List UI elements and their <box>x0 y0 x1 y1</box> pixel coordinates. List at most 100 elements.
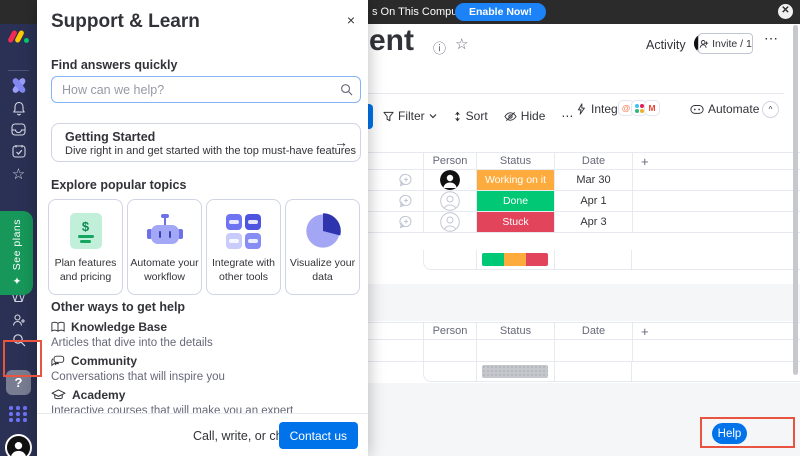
new-item-button-edge[interactable] <box>368 103 373 129</box>
add-item-row[interactable] <box>368 340 800 362</box>
vertical-scrollbar[interactable] <box>793 25 798 375</box>
automate-label: Automate <box>708 102 760 116</box>
support-learn-panel: Support & Learn × Find answers quickly G… <box>37 0 368 456</box>
getting-started-card[interactable]: Getting Started Dive right in and get st… <box>51 123 361 162</box>
inbox-icon[interactable] <box>0 123 37 136</box>
pricing-dollar-icon: $ <box>49 208 122 254</box>
invite-members-icon[interactable] <box>0 313 37 327</box>
my-work-calendar-icon[interactable] <box>0 144 37 158</box>
activity-label[interactable]: Activity <box>646 38 686 52</box>
favorite-star-icon[interactable]: ☆ <box>455 36 469 53</box>
status-summary-cell[interactable] <box>477 362 555 381</box>
automate-button[interactable]: Automate <box>690 102 759 116</box>
empty-cell[interactable] <box>633 170 800 190</box>
sort-label: Sort <box>465 109 488 123</box>
column-person[interactable]: Person <box>423 323 477 339</box>
user-avatar[interactable] <box>5 434 32 456</box>
add-update-icon[interactable] <box>388 170 423 190</box>
header-divider <box>368 93 784 94</box>
integrations-row: Integrate @ M Automate ^ <box>37 62 800 118</box>
status-cell[interactable]: Working on it <box>477 170 555 190</box>
column-date[interactable]: Date <box>555 153 633 169</box>
add-update-icon[interactable] <box>388 212 423 232</box>
panel-footer: Call, write, or chat Contact us <box>37 413 368 456</box>
sort-button[interactable]: Sort <box>453 109 488 123</box>
status-distribution-bar <box>482 253 549 266</box>
board-more-icon[interactable]: ⋯ <box>764 30 779 46</box>
favorites-star-icon[interactable]: ☆ <box>11 166 26 183</box>
date-cell[interactable]: Apr 3 <box>555 212 633 232</box>
chevron-down-icon <box>429 114 437 119</box>
other-ways-heading: Other ways to get help <box>51 300 186 314</box>
search-icon <box>340 83 353 96</box>
help-search-input[interactable] <box>51 76 361 103</box>
column-date[interactable]: Date <box>555 323 633 339</box>
add-item-row[interactable] <box>368 233 800 250</box>
search-icon[interactable] <box>0 333 37 347</box>
monday-logo[interactable] <box>0 29 37 44</box>
person-cell[interactable] <box>423 170 477 190</box>
invite-button[interactable]: Invite / 1 <box>698 33 753 54</box>
status-cell[interactable]: Done <box>477 191 555 211</box>
date-cell[interactable]: Mar 30 <box>555 170 633 190</box>
see-plans-tag[interactable]: ✦ See plans <box>0 211 33 295</box>
book-icon <box>51 321 65 332</box>
empty-cell[interactable] <box>633 212 800 232</box>
close-icon[interactable]: × <box>346 12 355 28</box>
search-section-label: Find answers quickly <box>51 58 178 72</box>
enable-now-button[interactable]: Enable Now! <box>455 3 547 21</box>
banner-text: s On This Computer <box>372 6 471 18</box>
eye-off-icon <box>504 111 517 121</box>
board-group-1: Person Status Date + Working on it Mar 3… <box>368 152 800 270</box>
community-link[interactable]: Community Conversations that will inspir… <box>51 354 225 383</box>
table-row[interactable]: Done Apr 1 <box>368 191 800 212</box>
apps-grid-icon[interactable] <box>9 406 28 422</box>
toolbar-more-icon[interactable]: ⋯ <box>561 109 574 123</box>
getting-started-description: Dive right in and get started with the t… <box>65 145 357 157</box>
person-cell[interactable] <box>423 212 477 232</box>
column-person[interactable]: Person <box>423 153 477 169</box>
table-row[interactable]: Stuck Apr 3 <box>368 212 800 233</box>
table-row[interactable]: Working on it Mar 30 <box>368 170 800 191</box>
collapse-header-button[interactable]: ^ <box>762 101 779 118</box>
graduation-cap-icon <box>51 389 66 400</box>
add-update-icon[interactable] <box>388 191 423 211</box>
column-status[interactable]: Status <box>477 153 555 169</box>
hide-button[interactable]: Hide <box>504 109 545 123</box>
group1-header-row: Person Status Date + <box>368 152 800 170</box>
info-icon[interactable]: ⓘ <box>433 41 447 56</box>
board-title[interactable]: ent <box>369 24 414 57</box>
group2-header-row: Person Status Date + <box>368 322 800 340</box>
group1-summary-row <box>423 250 800 270</box>
date-cell[interactable]: Apr 1 <box>555 191 633 211</box>
topic-card-integrate[interactable]: Integrate with other tools <box>206 199 281 295</box>
work-management-icon[interactable] <box>0 76 37 95</box>
status-cell[interactable]: Stuck <box>477 212 555 232</box>
help-sidebar-button[interactable]: ? <box>6 370 31 395</box>
knowledge-base-link[interactable]: Knowledge Base Articles that dive into t… <box>51 320 213 349</box>
filter-button[interactable]: Filter <box>383 109 437 123</box>
add-column-button[interactable]: + <box>633 323 800 339</box>
getting-started-title: Getting Started <box>65 130 156 144</box>
topic-card-pricing[interactable]: $ Plan features and pricing <box>48 199 123 295</box>
column-status[interactable]: Status <box>477 323 555 339</box>
person-cell[interactable] <box>423 191 477 211</box>
banner-close-icon[interactable]: ✕ <box>778 4 793 19</box>
help-button[interactable]: Help <box>712 423 747 444</box>
status-badge: Stuck <box>477 212 554 232</box>
notifications-bell-icon[interactable] <box>0 101 37 116</box>
topic-card-automate[interactable]: Automate your workflow <box>127 199 202 295</box>
invite-label: Invite / 1 <box>712 37 752 50</box>
invite-person-icon <box>699 39 709 48</box>
empty-distribution-bar <box>482 365 549 378</box>
annotation-box-help-icon <box>3 340 42 377</box>
empty-cell[interactable] <box>633 191 800 211</box>
integration-app-badges[interactable]: @ M <box>618 100 660 116</box>
left-sidebar: ☆ ✦ See plans ? <box>0 24 42 456</box>
contact-us-button[interactable]: Contact us <box>278 422 358 449</box>
add-column-button[interactable]: + <box>633 153 800 169</box>
status-summary-cell[interactable] <box>477 250 555 269</box>
slack-badge-icon <box>631 100 647 116</box>
topic-card-visualize[interactable]: Visualize your data <box>285 199 360 295</box>
